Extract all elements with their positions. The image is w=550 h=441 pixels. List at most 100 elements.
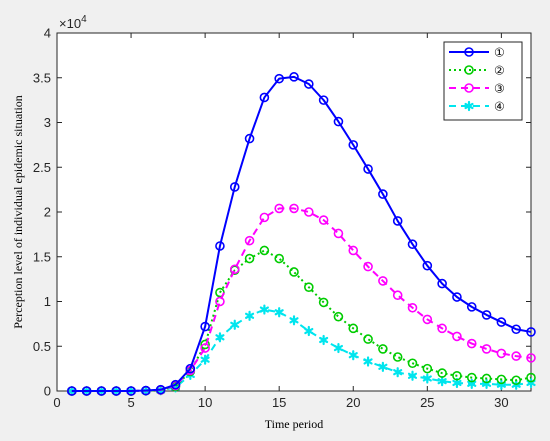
data-point — [111, 386, 122, 396]
data-point — [526, 327, 536, 337]
data-point — [378, 361, 388, 372]
data-point — [318, 297, 329, 308]
data-point — [496, 317, 507, 327]
asterisk-stroke — [467, 380, 477, 387]
data-point — [259, 304, 269, 315]
asterisk-stroke — [378, 363, 388, 370]
asterisk-stroke — [244, 312, 255, 319]
data-point — [215, 296, 225, 307]
data-point — [526, 372, 536, 383]
data-point — [481, 310, 492, 320]
y-axis-title: Perception level of individual epidemic … — [11, 95, 25, 329]
data-point — [289, 203, 299, 214]
series-1 — [67, 72, 536, 396]
data-point — [392, 216, 403, 226]
data-point — [259, 245, 270, 256]
data-point — [318, 95, 329, 105]
data-point — [244, 310, 255, 321]
data-point — [230, 319, 240, 330]
data-point — [319, 334, 329, 346]
data-point — [407, 358, 418, 369]
data-point — [274, 203, 284, 214]
data-point — [526, 353, 536, 363]
data-point — [304, 79, 314, 89]
data-point — [215, 332, 225, 343]
data-point — [422, 314, 433, 325]
legend-box — [443, 41, 523, 121]
legend-label: ④ — [494, 100, 505, 114]
y-tick-label: 4 — [44, 26, 51, 41]
legend-label: ③ — [494, 82, 505, 96]
data-point — [141, 385, 151, 396]
asterisk-stroke — [230, 321, 240, 328]
x-tick-label: 5 — [127, 395, 134, 410]
series-line — [71, 75, 532, 392]
x-tick-label: 15 — [272, 395, 286, 410]
data-point — [200, 354, 210, 365]
data-point — [363, 261, 373, 272]
data-point — [378, 276, 388, 286]
data-point — [333, 342, 344, 354]
data-point — [229, 264, 240, 275]
data-point — [333, 228, 344, 239]
asterisk-stroke — [407, 372, 418, 379]
data-point — [466, 338, 477, 349]
series-layer — [67, 72, 536, 397]
data-point — [466, 372, 477, 383]
asterisk-stroke — [215, 334, 225, 341]
data-point — [244, 133, 255, 144]
legend-marker — [464, 47, 474, 57]
data-point — [481, 373, 492, 384]
asterisk-stroke — [464, 102, 474, 110]
legend-marker — [464, 83, 474, 93]
data-point — [422, 260, 433, 271]
asterisk-stroke — [319, 336, 329, 344]
data-point — [274, 73, 284, 84]
y-tick-label: 1.5 — [33, 249, 51, 264]
data-point — [378, 344, 388, 354]
y-tick-label: 3 — [44, 115, 51, 130]
data-point — [289, 72, 299, 82]
data-point — [259, 92, 270, 103]
data-point — [511, 351, 521, 361]
data-point — [466, 302, 477, 312]
data-point — [333, 116, 344, 127]
x-tick-label: 30 — [494, 395, 508, 410]
asterisk-stroke — [289, 317, 299, 324]
data-point — [363, 356, 373, 367]
data-point — [348, 350, 358, 361]
y-tick-label: 2 — [44, 205, 51, 220]
data-point — [348, 245, 359, 256]
data-point — [511, 324, 521, 335]
legend: ① ② ③ ④ — [443, 41, 523, 121]
data-point — [81, 386, 92, 396]
y-exponent-label: ×104 — [59, 14, 87, 31]
data-point — [215, 241, 225, 251]
data-point — [304, 325, 314, 337]
legend-entry-2: ② — [449, 64, 505, 78]
asterisk-stroke — [452, 379, 462, 387]
y-tick-label: 0 — [44, 384, 51, 399]
data-point — [259, 212, 270, 223]
y-tick-label: 1 — [44, 294, 51, 309]
data-point — [481, 344, 492, 354]
data-point — [170, 379, 181, 390]
data-point — [289, 315, 299, 326]
legend-entry-3: ③ — [449, 82, 505, 96]
data-point — [200, 321, 210, 332]
asterisk-stroke — [259, 306, 269, 313]
data-point — [392, 290, 403, 301]
data-point — [452, 331, 462, 342]
data-point — [407, 239, 418, 250]
x-tick-label: 20 — [346, 395, 360, 410]
asterisk-stroke — [304, 327, 314, 335]
data-point — [422, 363, 433, 374]
asterisk-stroke — [200, 356, 210, 363]
data-point — [422, 373, 432, 384]
asterisk-stroke — [437, 378, 447, 385]
data-point — [67, 386, 77, 396]
data-point — [378, 189, 388, 199]
legend-marker — [464, 100, 474, 112]
data-point — [96, 386, 107, 396]
data-point — [496, 348, 507, 359]
